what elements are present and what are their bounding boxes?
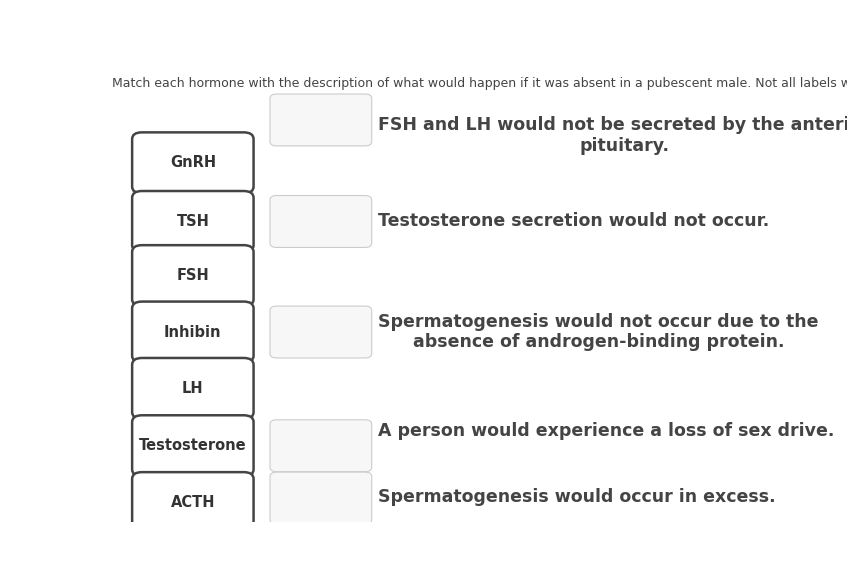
Text: Testosterone secretion would not occur.: Testosterone secretion would not occur. <box>379 213 770 230</box>
Text: GnRH: GnRH <box>169 155 216 171</box>
FancyBboxPatch shape <box>132 245 253 306</box>
FancyBboxPatch shape <box>270 94 372 146</box>
FancyBboxPatch shape <box>270 472 372 524</box>
Text: ACTH: ACTH <box>170 495 215 510</box>
Text: Spermatogenesis would occur in excess.: Spermatogenesis would occur in excess. <box>379 488 776 506</box>
Text: FSH and LH would not be secreted by the anterior
pituitary.: FSH and LH would not be secreted by the … <box>379 117 847 155</box>
FancyBboxPatch shape <box>132 415 253 476</box>
Text: Inhibin: Inhibin <box>164 325 222 339</box>
FancyBboxPatch shape <box>132 472 253 533</box>
FancyBboxPatch shape <box>132 132 253 193</box>
Text: Spermatogenesis would not occur due to the
absence of androgen-binding protein.: Spermatogenesis would not occur due to t… <box>379 312 819 352</box>
Text: FSH: FSH <box>176 268 209 283</box>
Text: TSH: TSH <box>176 214 209 229</box>
Text: A person would experience a loss of sex drive.: A person would experience a loss of sex … <box>379 423 834 440</box>
FancyBboxPatch shape <box>270 306 372 358</box>
FancyBboxPatch shape <box>132 302 253 363</box>
FancyBboxPatch shape <box>270 196 372 247</box>
Text: Match each hormone with the description of what would happen if it was absent in: Match each hormone with the description … <box>113 77 847 90</box>
Text: LH: LH <box>182 381 203 396</box>
FancyBboxPatch shape <box>132 358 253 419</box>
FancyBboxPatch shape <box>270 420 372 472</box>
FancyBboxPatch shape <box>132 191 253 252</box>
Text: Testosterone: Testosterone <box>139 438 246 453</box>
